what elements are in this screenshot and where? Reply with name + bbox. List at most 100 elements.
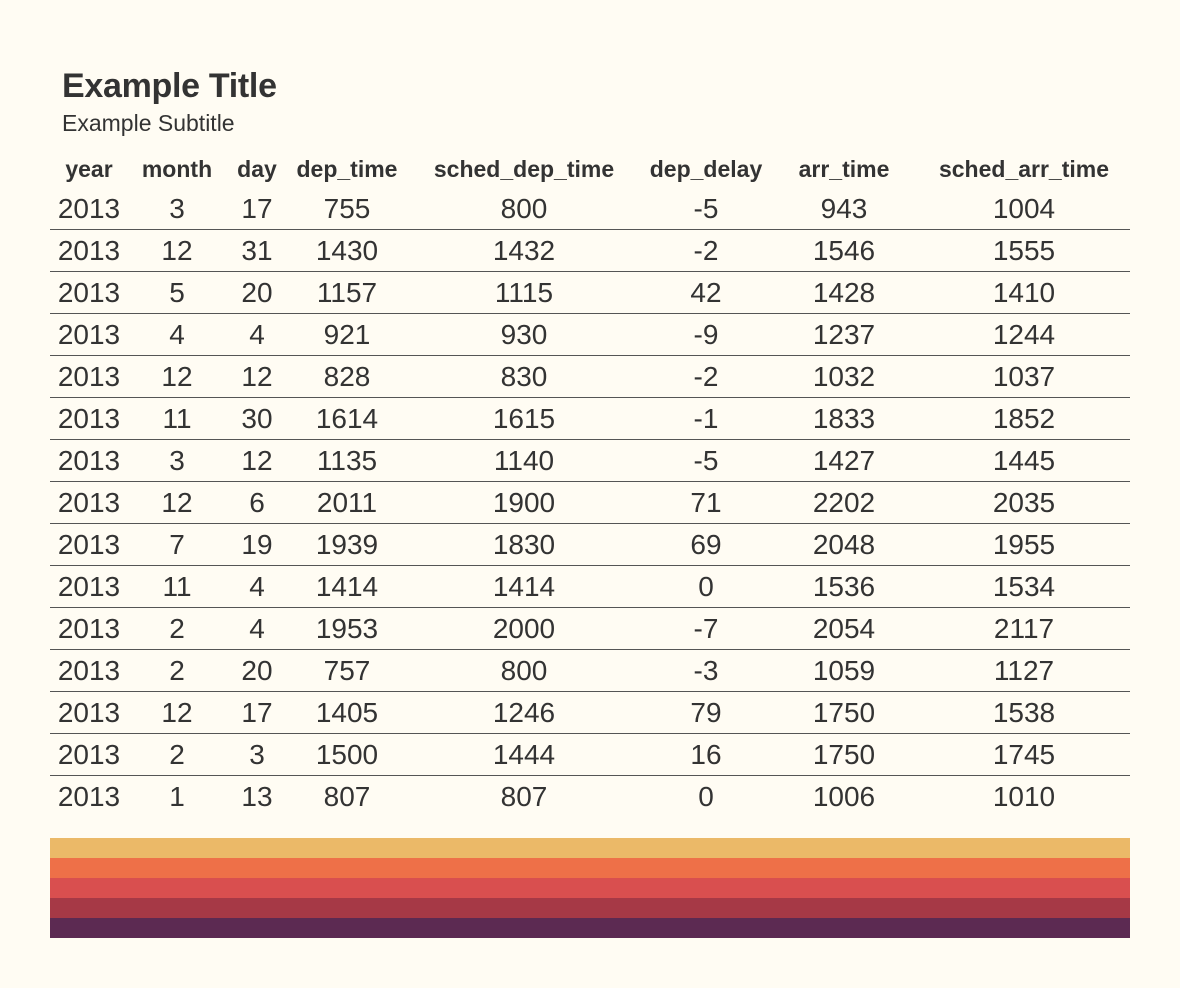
table-cell-sched-dep-time: 1432: [492, 234, 556, 266]
column-header-dep-delay: dep_delay: [649, 155, 763, 182]
table-cell-month: 2: [169, 738, 185, 770]
page-subtitle: Example Subtitle: [62, 110, 235, 136]
table-row: 2013 7 19 1939 1830 69 2048 1955: [50, 524, 1130, 566]
table-cell-year: 2013: [57, 486, 121, 518]
table-cell-day: 4: [249, 612, 265, 644]
table-cell-dep-time: 1414: [315, 570, 379, 602]
table-cell-dep-delay: -2: [693, 360, 719, 392]
table-cell-dep-time: 828: [323, 360, 371, 392]
table-cell-dep-time: 757: [323, 654, 371, 686]
table-cell-day: 31: [241, 234, 273, 266]
table-cell-day: 13: [241, 780, 273, 812]
table-cell-dep-time: 1500: [315, 738, 379, 770]
table-cell-arr-time: 2054: [812, 612, 876, 644]
table-cell-sched-dep-time: 830: [500, 360, 548, 392]
table-cell-sched-dep-time: 800: [500, 654, 548, 686]
table-cell-arr-time: 1750: [812, 738, 876, 770]
table-cell-dep-delay: 79: [690, 696, 722, 728]
table-cell-arr-time: 1750: [812, 696, 876, 728]
table-cell-month: 12: [161, 360, 193, 392]
table-cell-sched-arr-time: 1010: [992, 780, 1056, 812]
table-row: 2013 2 3 1500 1444 16 1750 1745: [50, 734, 1130, 776]
table-cell-month: 12: [161, 234, 193, 266]
table-cell-dep-delay: 69: [690, 528, 722, 560]
table-row: 2013 3 12 1135 1140 -5 1427 1445: [50, 440, 1130, 482]
table-cell-month: 11: [162, 570, 192, 602]
table-cell-sched-arr-time: 2035: [992, 486, 1056, 518]
table-cell-year: 2013: [57, 738, 121, 770]
table-cell-arr-time: 1833: [812, 402, 876, 434]
table-cell-month: 1: [169, 780, 185, 812]
table-cell-month: 2: [169, 654, 185, 686]
table-cell-sched-dep-time: 930: [500, 318, 548, 350]
table-cell-dep-time: 1430: [315, 234, 379, 266]
table-cell-year: 2013: [57, 318, 121, 350]
table-cell-dep-delay: -7: [693, 612, 719, 644]
column-header-month: month: [141, 155, 213, 182]
table-row: 2013 2 20 757 800 -3 1059 1127: [50, 650, 1130, 692]
table-cell-sched-dep-time: 1115: [494, 276, 554, 308]
table-cell-dep-time: 2011: [316, 486, 378, 518]
table-cell-dep-delay: 0: [698, 780, 714, 812]
table-row: 2013 3 17 755 800 -5 943 1004: [50, 188, 1130, 230]
table-cell-day: 17: [241, 192, 273, 224]
table-cell-sched-dep-time: 800: [500, 192, 548, 224]
table-row: 2013 4 4 921 930 -9 1237 1244: [50, 314, 1130, 356]
table-cell-sched-arr-time: 1004: [992, 192, 1056, 224]
table-cell-dep-delay: 71: [690, 486, 722, 518]
table-cell-sched-arr-time: 1555: [992, 234, 1056, 266]
table-cell-month: 3: [169, 444, 185, 476]
table-cell-day: 12: [241, 444, 273, 476]
table-cell-sched-arr-time: 1410: [992, 276, 1056, 308]
table-cell-year: 2013: [57, 528, 121, 560]
column-header-sched-dep-time: sched_dep_time: [433, 155, 615, 182]
column-header-arr-time: arr_time: [798, 155, 890, 182]
table-cell-arr-time: 1237: [812, 318, 876, 350]
table-cell-year: 2013: [57, 780, 121, 812]
color-stripe: [50, 878, 1130, 898]
table-cell-dep-delay: -9: [693, 318, 719, 350]
table-cell-arr-time: 1536: [812, 570, 876, 602]
table-cell-sched-arr-time: 1244: [992, 318, 1056, 350]
table-cell-dep-delay: -2: [693, 234, 719, 266]
table-cell-year: 2013: [57, 696, 121, 728]
table-cell-sched-arr-time: 1852: [992, 402, 1056, 434]
table-row: 2013 12 6 2011 1900 71 2202 2035: [50, 482, 1130, 524]
table-cell-dep-time: 1614: [315, 402, 379, 434]
table-cell-day: 17: [241, 696, 273, 728]
table-cell-day: 12: [241, 360, 273, 392]
column-header-year: year: [65, 155, 113, 182]
table-cell-month: 3: [169, 192, 185, 224]
table-row: 2013 2 4 1953 2000 -7 2054 2117: [50, 608, 1130, 650]
table-cell-dep-time: 755: [323, 192, 371, 224]
table-row: 2013 11 30 1614 1615 -1 1833 1852: [50, 398, 1130, 440]
table-cell-arr-time: 1428: [812, 276, 876, 308]
table-cell-year: 2013: [57, 276, 121, 308]
table-cell-day: 19: [241, 528, 273, 560]
table-cell-dep-time: 1939: [315, 528, 379, 560]
table-cell-day: 30: [241, 402, 273, 434]
color-stripe: [50, 918, 1130, 938]
table-cell-sched-arr-time: 1445: [992, 444, 1056, 476]
table-cell-month: 7: [169, 528, 185, 560]
table-cell-arr-time: 1546: [812, 234, 876, 266]
table-cell-dep-delay: 42: [690, 276, 722, 308]
column-header-day: day: [237, 155, 277, 182]
table-body: 2013 3 17 755 800 -5 943 1004 2013 12 31 1430 1432 -2…: [50, 188, 1130, 817]
table-cell-sched-arr-time: 1538: [992, 696, 1056, 728]
data-table: year month day dep_time sched_dep_time dep_de…: [50, 150, 1130, 817]
table-row: 2013 1 13 807 807 0 1006 1010: [50, 776, 1130, 818]
table-cell-year: 2013: [57, 360, 121, 392]
table-cell-year: 2013: [57, 654, 121, 686]
table-cell-sched-arr-time: 1127: [993, 654, 1055, 686]
table-cell-year: 2013: [57, 612, 121, 644]
table-cell-dep-delay: -5: [693, 444, 719, 476]
table-cell-month: 12: [161, 486, 193, 518]
table-cell-arr-time: 2202: [812, 486, 876, 518]
table-cell-day: 3: [249, 738, 265, 770]
column-header-dep-time: dep_time: [296, 155, 398, 182]
column-header-sched-arr-time: sched_arr_time: [938, 155, 1110, 182]
table-cell-arr-time: 2048: [812, 528, 876, 560]
color-stripe: [50, 898, 1130, 918]
table-cell-dep-delay: -5: [693, 192, 719, 224]
